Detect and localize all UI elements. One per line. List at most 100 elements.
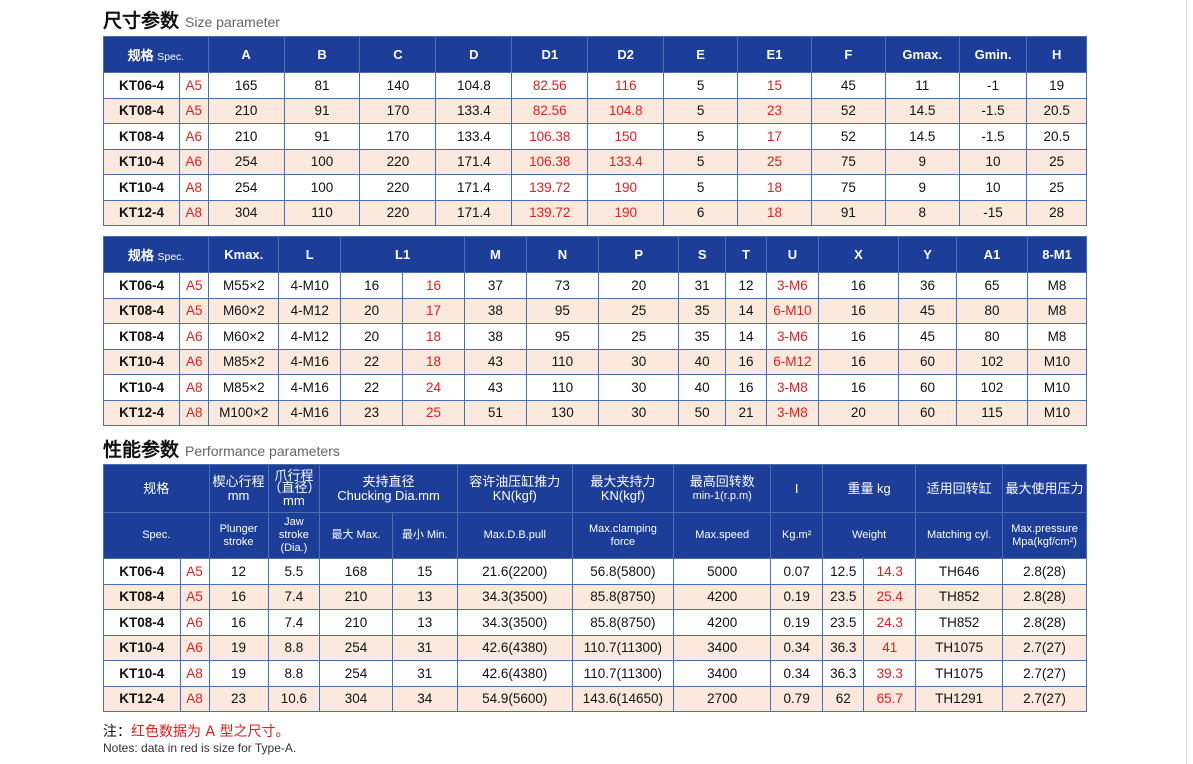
value-cell: 34 (391, 685, 458, 712)
value-cell: 82.56 (511, 97, 589, 124)
value-cell: 5 (663, 148, 739, 175)
value-cell: 3-M8 (766, 374, 819, 401)
type-cell: A8 (179, 685, 210, 712)
value-cell: 210 (319, 583, 393, 610)
clamp-en-header: Max.clamping force (571, 512, 675, 559)
table-row: KT08-4 A6 210 91 170 133.4 106.38 150 5 17 52 14.5-… (103, 123, 1087, 150)
chuck-header-zh: 夹持直径 (362, 473, 415, 489)
value-cell: M85×2 (208, 374, 280, 401)
value-cell: 65 (955, 272, 1029, 299)
value-cell: 16 (817, 348, 900, 375)
value-cell: 4-M16 (278, 399, 342, 426)
value-cell: 15 (737, 72, 812, 99)
col-header: N (525, 236, 600, 273)
value-cell: 3-M6 (766, 323, 819, 350)
value-cell: 106.38 (511, 123, 589, 150)
type-cell: A5 (179, 297, 210, 324)
table-row: KT10-4 A8 19 8.8 254 31 42.6(4380) 110.7(11300)… (103, 660, 1087, 687)
value-cell: 171.4 (435, 148, 513, 175)
type-cell: A8 (178, 199, 209, 226)
value-cell: 45 (898, 297, 957, 324)
value-cell: 8.8 (267, 634, 321, 661)
table-row: KT08-4 A5 210 91 170 133.4 82.56 104.8 5 23 52 14.5… (103, 97, 1087, 124)
size-title-zh: 尺寸参数 (103, 10, 180, 32)
chuck-max-header: 最大 Max. (319, 512, 393, 559)
value-cell: 171.4 (435, 199, 513, 226)
value-cell: 254 (319, 660, 393, 687)
value-cell: 9 (884, 174, 960, 201)
value-cell: 10.6 (267, 685, 321, 712)
value-cell: 36.3 (822, 660, 865, 687)
value-cell: 190 (587, 174, 665, 201)
value-cell: 14.5 (884, 123, 960, 150)
size-title-en: Size parameter (185, 14, 280, 30)
value-cell: 19 (208, 660, 269, 687)
col-header: D2 (587, 36, 665, 73)
value-cell: 16 (402, 272, 465, 299)
value-cell: 14 (724, 323, 768, 350)
spec-header: 规格 (103, 464, 210, 513)
value-cell: 60 (898, 399, 957, 426)
value-cell: 4-M12 (278, 323, 342, 350)
page-edge-line (1186, 0, 1187, 764)
col-header: H (1026, 36, 1087, 73)
weight-header: 重量 kg (822, 464, 917, 513)
value-cell: 3400 (673, 634, 772, 661)
speed-header-zh: 最高回转数 (689, 473, 755, 489)
value-cell: 37 (463, 272, 527, 299)
value-cell: 35 (678, 323, 726, 350)
col-header: T (724, 236, 768, 273)
pressure-header: 最大使用压力 (1002, 464, 1087, 513)
plunger-header-unit: mm (227, 487, 250, 503)
table-row: KT08-4 A6 16 7.4 210 13 34.3(3500) 85.8(8750) 42… (103, 609, 1087, 636)
value-cell: M8 (1027, 272, 1087, 299)
value-cell: 16 (340, 272, 404, 299)
value-cell: 36.3 (822, 634, 865, 661)
value-cell: 102 (955, 348, 1029, 375)
cyl-header: 适用回转缸 (915, 464, 1004, 513)
value-cell: 220 (359, 148, 437, 175)
value-cell: TH1291 (915, 685, 1004, 712)
value-cell: 115 (955, 399, 1029, 426)
speed-en-header: Max.speed (673, 512, 772, 559)
col-header: X (817, 236, 900, 273)
spec-cell: KT10-4 (103, 174, 180, 201)
spec-cell: KT10-4 (102, 374, 181, 401)
value-cell: 254 (319, 634, 393, 661)
value-cell: TH1075 (915, 660, 1004, 687)
plunger-header-zh: 楔心行程 (212, 473, 265, 489)
value-cell: 25 (598, 323, 680, 350)
value-cell: 45 (898, 323, 957, 350)
note-en: Notes: data in red is size for Type-A. (103, 741, 297, 755)
spec-cell: KT06-4 (103, 558, 181, 585)
spec-cell: KT12-4 (102, 399, 181, 426)
value-cell: 80 (955, 323, 1029, 350)
value-cell: 43 (463, 348, 527, 375)
value-cell: 6-M12 (766, 348, 819, 375)
value-cell: 85.8(8750) (571, 583, 675, 610)
value-cell: M55×2 (208, 272, 280, 299)
value-cell: 23 (737, 97, 812, 124)
value-cell: 14.5 (884, 97, 960, 124)
performance-title-zh: 性能参数 (103, 439, 180, 461)
table-row: KT06-4 A5 12 5.5 168 15 21.6(2200) 56.8(5800) 50… (103, 558, 1087, 585)
value-cell: 170 (359, 97, 437, 124)
value-cell: 38 (463, 323, 527, 350)
value-cell: 81 (283, 72, 361, 99)
jaw-en-header: Jaw stroke (Dia.) (267, 512, 321, 559)
value-cell: 65.7 (863, 685, 917, 712)
spec-cell: KT10-4 (103, 660, 181, 687)
value-cell: 25 (1026, 148, 1087, 175)
col-header: D1 (511, 36, 589, 73)
type-cell: A8 (179, 399, 210, 426)
value-cell: 42.6(4380) (456, 660, 573, 687)
table-row: KT12-4 A8 M100×2 4-M16 23 25 51 130 30 50 21 3-M8 20… (102, 399, 1087, 426)
value-cell: 22 (340, 348, 404, 375)
value-cell: 40 (678, 348, 726, 375)
value-cell: 20 (817, 399, 900, 426)
col-header: 8-M1 (1027, 236, 1087, 273)
value-cell: 16 (817, 272, 900, 299)
value-cell: 75 (810, 174, 886, 201)
spec-cell: KT12-4 (103, 685, 181, 712)
value-cell: 7.4 (267, 583, 321, 610)
